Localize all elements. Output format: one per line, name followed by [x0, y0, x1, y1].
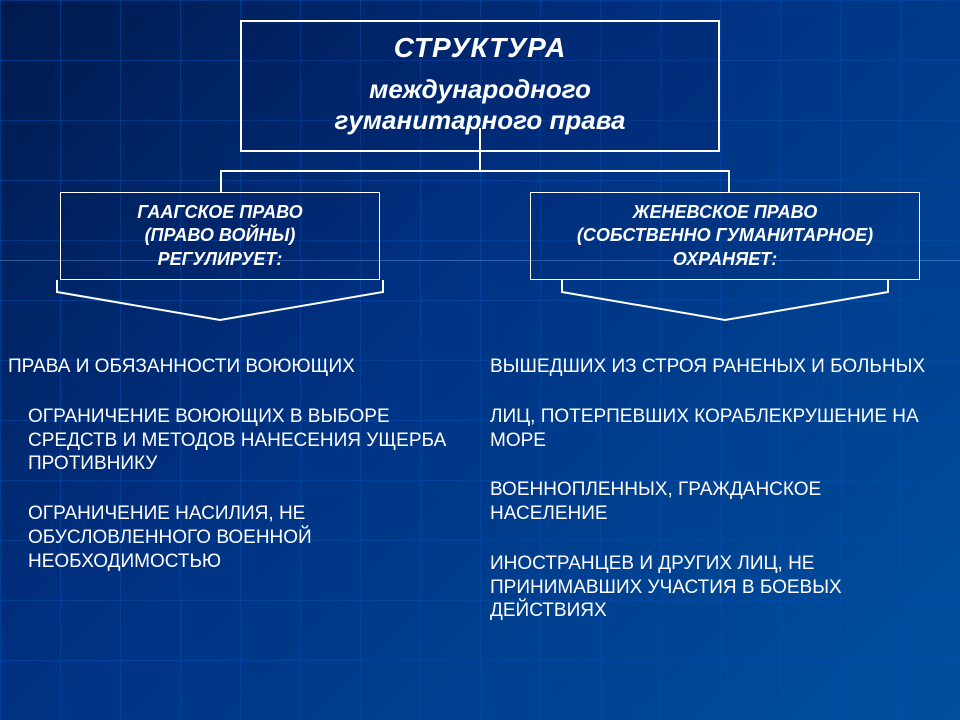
branch-left-line1: ГААГСКОЕ ПРАВО — [75, 201, 365, 224]
connector-left-down — [220, 170, 222, 192]
list-item: ОГРАНИЧЕНИЕ НАСИЛИЯ, НЕ ОБУСЛОВЛЕННОГО В… — [8, 502, 468, 573]
branch-right-line1: ЖЕНЕВСКОЕ ПРАВО — [545, 201, 905, 224]
title-line-2: международного гуманитарного права — [272, 74, 688, 136]
list-item: ПРАВА И ОБЯЗАННОСТИ ВОЮЮЩИХ — [8, 355, 468, 379]
right-list: ВЫШЕДШИХ ИЗ СТРОЯ РАНЕНЫХ И БОЛЬНЫХ ЛИЦ,… — [490, 355, 940, 649]
list-item: ВОЕННОПЛЕННЫХ, ГРАЖДАНСКОЕ НАСЕЛЕНИЕ — [490, 478, 940, 526]
branch-right-line3: ОХРАНЯЕТ: — [545, 248, 905, 271]
left-list: ПРАВА И ОБЯЗАННОСТИ ВОЮЮЩИХ ОГРАНИЧЕНИЕ … — [8, 355, 468, 599]
connector-right-down — [728, 170, 730, 192]
connector-horizontal — [220, 170, 730, 172]
branch-left-line3: РЕГУЛИРУЕТ: — [75, 248, 365, 271]
branch-left-box: ГААГСКОЕ ПРАВО (ПРАВО ВОЙНЫ) РЕГУЛИРУЕТ: — [60, 192, 380, 280]
list-item: ЛИЦ, ПОТЕРПЕВШИХ КОРАБЛЕКРУШЕНИЕ НА МОРЕ — [490, 405, 940, 453]
branch-right-line2: (СОБСТВЕННО ГУМАНИТАРНОЕ) — [545, 224, 905, 247]
branch-left-line2: (ПРАВО ВОЙНЫ) — [75, 224, 365, 247]
arrow-left-icon — [55, 278, 385, 322]
arrow-right-icon — [560, 278, 890, 322]
title-line-1: СТРУКТУРА — [272, 32, 688, 64]
branch-right-box: ЖЕНЕВСКОЕ ПРАВО (СОБСТВЕННО ГУМАНИТАРНОЕ… — [530, 192, 920, 280]
list-item: ОГРАНИЧЕНИЕ ВОЮЮЩИХ В ВЫБОРЕ СРЕДСТВ И М… — [8, 405, 468, 476]
list-item: ИНОСТРАНЦЕВ И ДРУГИХ ЛИЦ, НЕ ПРИНИМАВШИХ… — [490, 552, 940, 623]
connector-vertical — [479, 128, 481, 170]
list-item: ВЫШЕДШИХ ИЗ СТРОЯ РАНЕНЫХ И БОЛЬНЫХ — [490, 355, 940, 379]
